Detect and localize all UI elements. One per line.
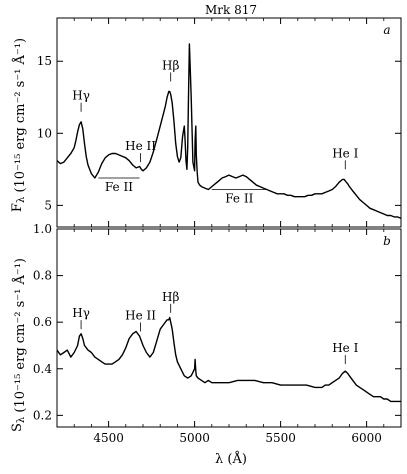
y-tick-label: 15 xyxy=(37,54,52,68)
panel-a: 5 10 15 Hγ He II Hβ He I Fe II Fe II a xyxy=(37,17,402,228)
y-axis-label-top: Fλ (10⁻¹⁵ erg cm⁻² s⁻¹ Å⁻¹) xyxy=(10,38,28,212)
y-tick-label: 1.0 xyxy=(33,222,52,236)
x-tick-label: 6000 xyxy=(351,431,382,445)
line-id-label: Hγ xyxy=(72,306,90,320)
x-tick-label: 4500 xyxy=(93,431,124,445)
line-id-label: He II xyxy=(125,308,156,322)
line-id-label: He I xyxy=(332,146,358,160)
spectrum-line xyxy=(57,316,401,403)
x-tick-label: 5500 xyxy=(265,431,296,445)
y-tick-label: 0.8 xyxy=(33,269,52,283)
band-label: Fe II xyxy=(225,192,253,206)
figure-title: Mrk 817 xyxy=(205,3,257,17)
y-tick-label: 10 xyxy=(37,126,52,140)
plot-frame xyxy=(56,228,402,428)
panel-letter: b xyxy=(383,234,391,248)
x-axis-label: λ (Å) xyxy=(215,451,247,467)
panel-letter: a xyxy=(383,23,390,37)
line-id-label: He II xyxy=(125,139,156,153)
y-tick-label: 0.4 xyxy=(33,362,52,376)
line-id-label: Hβ xyxy=(162,290,179,304)
line-id-label: Hβ xyxy=(162,58,179,72)
y-tick-label: 0.6 xyxy=(33,315,52,329)
y-axis-label-bottom: Sλ (10⁻¹⁵ erg cm⁻² s⁻¹ Å⁻¹) xyxy=(10,258,28,432)
panel-b: 4500 5000 5500 6000 0.2 0.4 0.6 0.8 1.0 Hγ He II Hβ… xyxy=(33,222,402,445)
spectrum-line xyxy=(57,43,401,220)
x-tick-label: 5000 xyxy=(179,431,210,445)
line-id-label: Hγ xyxy=(72,89,90,103)
band-label: Fe II xyxy=(105,180,133,194)
y-tick-label: 0.2 xyxy=(33,408,52,422)
line-id-label: He I xyxy=(332,341,358,355)
y-tick-label: 5 xyxy=(44,198,52,212)
